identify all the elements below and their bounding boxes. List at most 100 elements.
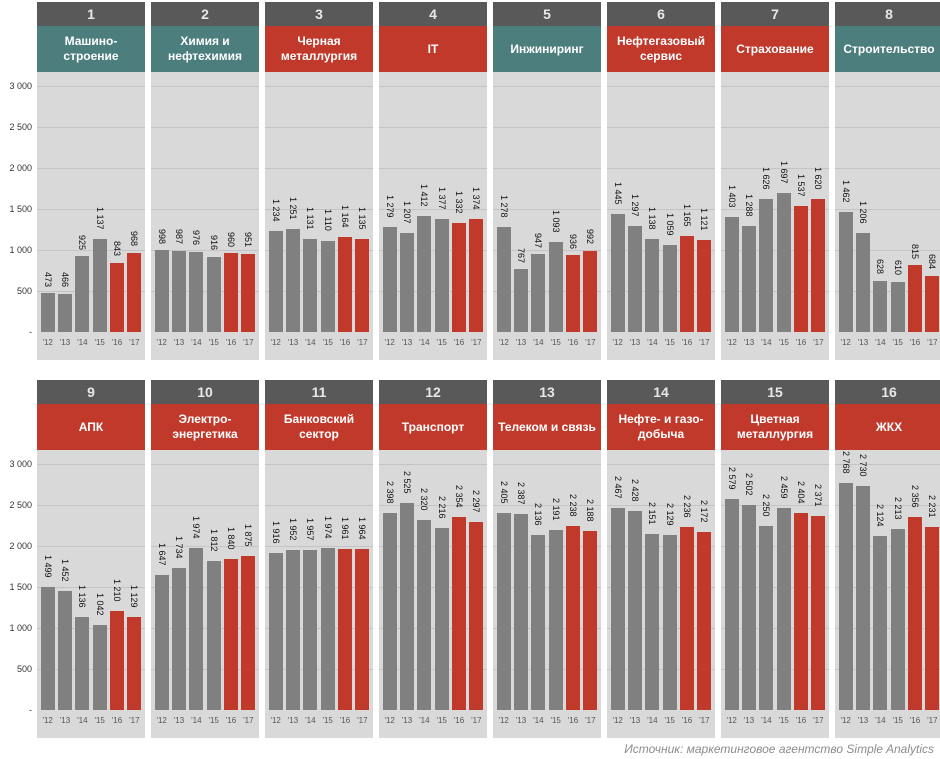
x-tick-label: '17 <box>243 716 254 725</box>
x-tick-label: '12 <box>498 716 509 725</box>
panel-number: 1 <box>37 2 145 26</box>
data-label: 1 403 <box>726 184 737 208</box>
data-label: 1 234 <box>270 198 281 222</box>
x-tick-label: '12 <box>384 716 395 725</box>
x-tick-label: '12 <box>156 338 167 347</box>
x-tick-label: '15 <box>892 716 903 725</box>
data-label: 2 238 <box>568 494 578 517</box>
bar <box>241 556 256 710</box>
y-tick-label: 1 000 <box>9 245 32 255</box>
data-label: 2 188 <box>585 498 596 522</box>
y-axis-bottom: - 500 1 000 1 500 2 000 2 500 3 000 <box>0 380 36 738</box>
x-tick-label: '17 <box>699 716 710 725</box>
bar <box>793 512 809 710</box>
bar <box>838 483 853 710</box>
bar <box>469 219 484 332</box>
gridline <box>493 291 601 292</box>
bar <box>496 512 511 710</box>
gridline <box>37 546 145 547</box>
x-tick-label: '17 <box>471 338 482 347</box>
data-label: 1 734 <box>174 535 184 559</box>
gridline <box>265 587 373 588</box>
gridline <box>265 86 373 87</box>
x-tick-label: '15 <box>778 338 789 347</box>
x-tick-label: '16 <box>567 716 579 725</box>
y-tick-label: 1 500 <box>9 582 32 592</box>
data-label: 2 428 <box>630 478 640 502</box>
gridline <box>151 250 259 251</box>
data-label: 1 059 <box>664 213 675 236</box>
plot-area: 2 467 '12 2 428 '13 2 151 '14 2 129 '15 2 236 '16… <box>607 450 715 738</box>
panel-number: 9 <box>37 380 145 404</box>
gridline <box>721 546 829 547</box>
top-row-charts: - 500 1 000 1 500 2 000 2 500 3 000 1 Машино-ст… <box>0 2 940 360</box>
x-tick-label: '14 <box>533 716 544 725</box>
data-label: 998 <box>156 228 167 244</box>
data-label: 1 042 <box>94 592 105 616</box>
data-label: 1 452 <box>60 558 70 582</box>
plot-area: 1 278 '12 767 '13 947 '14 1 093 '15 936 '16 992 '17 <box>493 72 601 360</box>
x-tick-label: '14 <box>305 716 316 725</box>
x-tick-label: '14 <box>191 716 202 725</box>
x-tick-label: '12 <box>156 716 167 725</box>
bar <box>417 519 432 710</box>
panel-number: 4 <box>379 2 487 26</box>
bar <box>873 280 888 332</box>
x-tick-label: '12 <box>840 716 851 725</box>
gridline <box>493 168 601 169</box>
bar <box>855 233 871 332</box>
bar <box>741 504 757 710</box>
data-label: 1 445 <box>612 181 623 205</box>
x-tick-label: '15 <box>436 338 447 347</box>
gridline <box>721 628 829 629</box>
x-tick-label: '15 <box>550 338 561 347</box>
gridline <box>493 86 601 87</box>
data-label: 843 <box>112 241 122 257</box>
bar <box>40 293 55 332</box>
data-label: 2 172 <box>699 499 710 523</box>
gridline <box>379 127 487 128</box>
plot-area: 2 405 '12 2 387 '13 2 136 '14 2 191 '15 2 238 '16… <box>493 450 601 738</box>
x-tick-label: '15 <box>436 716 447 725</box>
bar <box>355 548 370 710</box>
plot-area: 473 '12 466 '13 925 '14 1 137 '15 843 '16 968 '17 <box>37 72 145 360</box>
x-tick-label: '14 <box>875 716 886 725</box>
data-label: 1 462 <box>840 180 851 203</box>
data-label: 947 <box>533 232 544 248</box>
gridline <box>607 546 715 547</box>
bar <box>303 239 318 332</box>
data-label: 473 <box>42 271 53 287</box>
x-tick-label: '13 <box>515 716 527 725</box>
chart-panel: 14 Нефте- и газо-добыча 2 467'12 2 428'13 2 … <box>607 380 715 738</box>
x-tick-label: '17 <box>129 716 140 725</box>
x-tick-label: '17 <box>927 338 938 347</box>
bar <box>303 549 318 710</box>
x-tick-label: '17 <box>243 338 254 347</box>
x-tick-label: '15 <box>664 716 675 725</box>
gridline <box>493 464 601 465</box>
gridline <box>37 86 145 87</box>
gridline <box>379 669 487 670</box>
x-tick-label: '13 <box>857 338 869 347</box>
data-label: 2 320 <box>419 487 430 511</box>
bar <box>382 227 397 332</box>
data-label: 1 499 <box>42 555 53 578</box>
data-label: 2 404 <box>796 480 806 504</box>
data-label: 628 <box>875 258 886 274</box>
chart-panel: 2 Химия и нефтехимия 998 '12 987 '13 976 '14 916… <box>151 2 259 360</box>
bar <box>838 212 853 332</box>
data-label: 1 279 <box>384 195 395 218</box>
plot-area: 1 462 '12 1 206 '13 628 '14 610 '15 815 '16 684 '17 <box>835 72 940 360</box>
bar <box>697 531 712 710</box>
y-axis-top: - 500 1 000 1 500 2 000 2 500 3 000 <box>0 2 36 360</box>
bar <box>171 567 187 710</box>
bar <box>811 199 826 332</box>
bar <box>925 527 940 710</box>
x-tick-label: '13 <box>59 716 71 725</box>
gridline <box>265 546 373 547</box>
chart-panel: 9 АПК 1 499 '12 1 452 '13 1 136 '14 1 042 '15 1 21… <box>37 380 145 738</box>
bar <box>741 226 757 332</box>
data-label: 1 412 <box>419 184 430 207</box>
bar <box>268 230 283 332</box>
bar <box>583 530 598 710</box>
